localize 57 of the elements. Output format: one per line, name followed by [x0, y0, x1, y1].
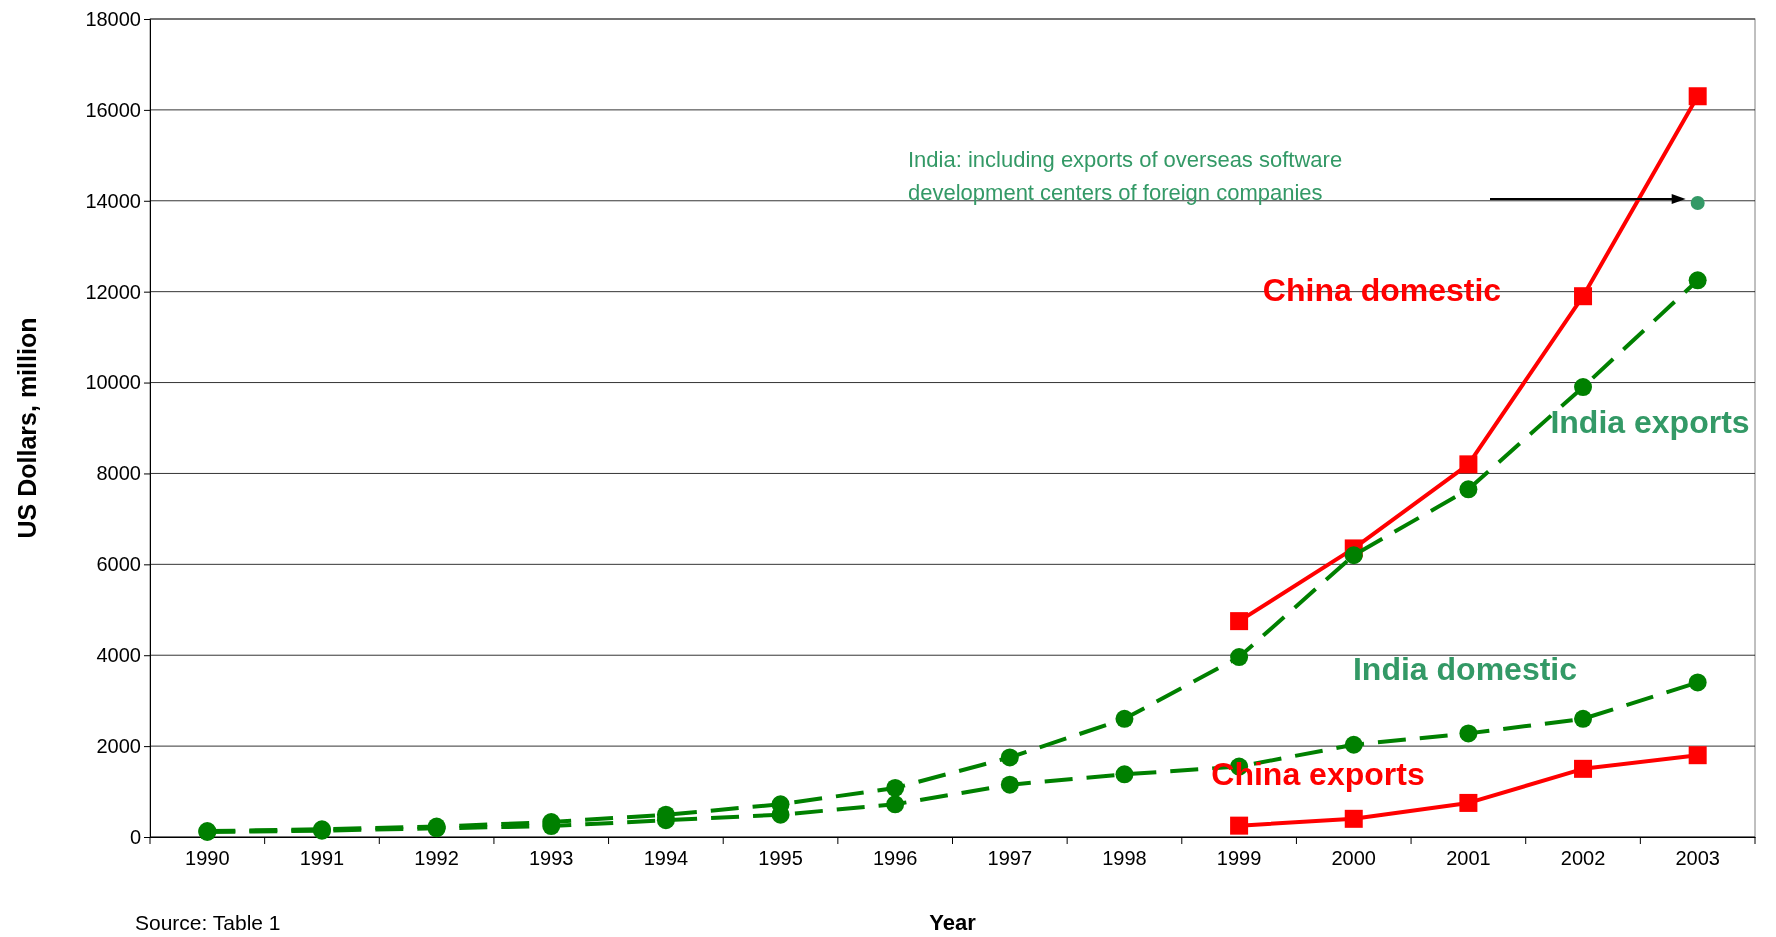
- y-tick-label: 8000: [96, 462, 141, 485]
- point: [1344, 735, 1363, 754]
- point: [1574, 287, 1593, 306]
- y-tick-label: 2000: [96, 735, 141, 758]
- point: [1000, 775, 1019, 794]
- y-tick-label: 16000: [85, 98, 141, 121]
- x-tick-label: 1991: [299, 847, 345, 870]
- point: [1000, 748, 1019, 767]
- annotation: India: including exports of overseas software development centers of foreign companies: [908, 147, 1343, 205]
- series-label: India exports: [1550, 403, 1750, 440]
- x-tick-label: 2000: [1331, 847, 1376, 870]
- point: [1230, 648, 1249, 667]
- y-tick-label: 14000: [85, 189, 141, 212]
- y-axis-title: US Dollars, million: [13, 317, 41, 539]
- x-tick-label: 1995: [758, 847, 803, 870]
- y-tick-label: 18000: [85, 7, 141, 30]
- x-tick-label: 2001: [1446, 847, 1491, 870]
- point: [1344, 809, 1363, 828]
- y-tick-label: 10000: [85, 371, 141, 394]
- point: [1688, 271, 1707, 290]
- x-tick-label: 1992: [414, 847, 459, 870]
- x-tick-label: 1993: [529, 847, 574, 870]
- x-tick-label: 2002: [1560, 847, 1606, 870]
- y-tick-label: 0: [129, 825, 141, 848]
- point: [1115, 709, 1134, 728]
- x-tick-label: 1994: [643, 847, 689, 870]
- point: [1344, 546, 1363, 565]
- x-tick-label: 2003: [1675, 847, 1720, 870]
- series-label: India domestic: [1352, 651, 1578, 688]
- point: [1230, 816, 1249, 835]
- x-tick-label: 1998: [1102, 847, 1147, 870]
- point: [1688, 746, 1707, 765]
- point: [1688, 87, 1707, 106]
- point: [886, 795, 905, 814]
- x-tick-label: 1990: [185, 847, 230, 870]
- point: [1459, 480, 1478, 499]
- source-note: Source: Table 1: [135, 911, 281, 934]
- point: [886, 778, 905, 797]
- point: [198, 823, 217, 841]
- point: [1574, 378, 1593, 397]
- point: [1459, 793, 1478, 812]
- x-tick-label: 1996: [872, 847, 918, 870]
- point: [1574, 759, 1593, 778]
- point: [1459, 724, 1478, 743]
- point: [1688, 673, 1707, 692]
- point: [1690, 196, 1705, 211]
- x-tick-label: 1997: [987, 847, 1033, 870]
- point: [1459, 455, 1478, 474]
- x-axis-title: Year: [929, 910, 977, 935]
- y-tick-label: 4000: [96, 644, 141, 667]
- y-tick-label: 6000: [96, 553, 141, 576]
- x-tick-label: 1999: [1216, 847, 1262, 870]
- point: [1230, 612, 1249, 631]
- y-tick-label: 12000: [85, 280, 141, 303]
- point: [1574, 709, 1593, 728]
- point: [1115, 765, 1134, 784]
- series-label: China exports: [1211, 755, 1425, 792]
